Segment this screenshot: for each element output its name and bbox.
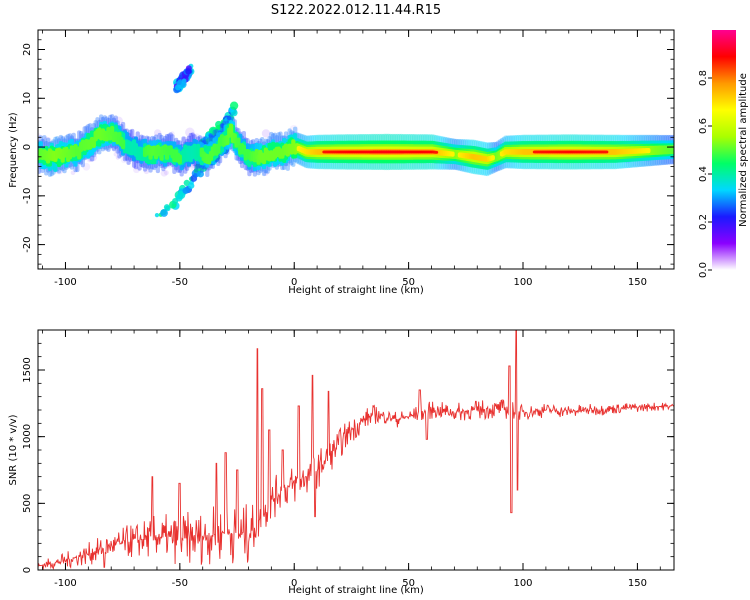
snr-plot-area bbox=[38, 330, 674, 570]
spectrogram-ridge-cell bbox=[433, 150, 439, 154]
colorbar-label: Normalized spectral amplitude bbox=[738, 73, 749, 227]
spectrogram-branch-blob bbox=[176, 80, 182, 86]
snr-y-label: SNR (10 * v/v) bbox=[8, 414, 19, 485]
spectrogram-halo-blob bbox=[153, 129, 162, 137]
spectrogram-x-tick-label: 0 bbox=[291, 277, 297, 288]
snr-y-tick-label: 1000 bbox=[22, 424, 33, 449]
spectrogram-heatmap bbox=[38, 63, 674, 218]
spectrogram-ridge-cell bbox=[177, 154, 182, 165]
spectrogram-ridge-cell bbox=[228, 123, 234, 134]
spectrogram-halo-blob bbox=[113, 152, 118, 157]
spectrogram-halo-blob bbox=[107, 144, 114, 150]
spectrogram-halo-blob bbox=[261, 129, 271, 138]
colorbar-tick-label: 0.4 bbox=[698, 166, 709, 182]
snr-y-tick-label: 500 bbox=[22, 494, 33, 513]
spectrogram-ridge-cell bbox=[120, 139, 126, 150]
snr-y-tick-label: 0 bbox=[22, 567, 33, 573]
spectrogram-halo-blob bbox=[185, 127, 195, 138]
colorbar-tick-label: 0.2 bbox=[698, 214, 709, 230]
snr-x-tick-label: 50 bbox=[402, 578, 415, 589]
spectrogram-y-tick-label: -20 bbox=[22, 236, 33, 252]
spectrogram-branch-blob bbox=[181, 78, 187, 84]
spectrogram-branch-blob bbox=[174, 84, 182, 91]
spectrogram-y-label: Frequency (Hz) bbox=[8, 112, 19, 188]
spectrogram-x-tick-label: 150 bbox=[628, 277, 647, 288]
spectrogram-branch-blob bbox=[160, 209, 168, 217]
spectrogram-x-tick-label: 50 bbox=[402, 277, 415, 288]
spectrogram-halo-blob bbox=[289, 124, 299, 134]
spectrogram-halo-blob bbox=[160, 169, 168, 177]
spectrogram-halo-blob bbox=[42, 136, 52, 147]
spectrogram-halo-blob bbox=[120, 156, 128, 164]
snr-series-line bbox=[38, 330, 674, 570]
snr-x-tick-label: 100 bbox=[513, 578, 532, 589]
spectrogram-halo-blob bbox=[163, 170, 169, 176]
spectrogram-branch-blob bbox=[182, 187, 190, 194]
spectrogram-y-tick-label: -10 bbox=[22, 188, 33, 204]
spectrogram-x-label: Height of straight line (km) bbox=[288, 285, 424, 296]
spectrogram-y-tick-label: 0 bbox=[22, 144, 33, 150]
colorbar-tick-label: 0.8 bbox=[698, 70, 709, 86]
snr-y-tick-label: 1500 bbox=[22, 357, 33, 382]
spectrogram-y-tick-label: 10 bbox=[22, 92, 33, 105]
spectrogram-branch-blob bbox=[163, 204, 170, 211]
spectrogram-y-tick-label: 20 bbox=[22, 43, 33, 56]
spectrogram-branch-blob bbox=[223, 118, 229, 124]
spectrogram-x-tick-label: 100 bbox=[513, 277, 532, 288]
snr-panel: -100 -50 0 50 100 150 0 500 1000 1500 Height of … bbox=[8, 329, 675, 596]
spectrogram-ridge-cell bbox=[490, 155, 495, 161]
spectrogram-halo-blob bbox=[70, 170, 76, 176]
spectrogram-branch-blob bbox=[208, 133, 213, 138]
snr-x-tick-label: 0 bbox=[291, 578, 297, 589]
spectrogram-halo-blob bbox=[133, 166, 140, 174]
spectrogram-branch-blob bbox=[226, 115, 232, 121]
colorbar-tick-label: 0.0 bbox=[698, 262, 709, 278]
spectrogram-y-ticks: -20 -10 0 10 20 bbox=[22, 29, 674, 265]
spectrogram-frame bbox=[37, 29, 675, 270]
spectrogram-branch-blob bbox=[193, 168, 199, 173]
spectrogram-halo-blob bbox=[111, 145, 119, 153]
spectrogram-branch-blob bbox=[175, 194, 183, 202]
snr-x-tick-label: -100 bbox=[54, 578, 77, 589]
spectrogram-halo-blob bbox=[86, 157, 92, 163]
spectrogram-halo-blob bbox=[181, 136, 189, 144]
spectrogram-ridge-cell bbox=[450, 151, 455, 157]
colorbar-tick-label: 0.6 bbox=[698, 118, 709, 134]
spectrogram-halo-blob bbox=[98, 116, 105, 123]
spectrogram-branch-blob bbox=[215, 125, 221, 131]
spectrogram-branch-blob bbox=[197, 170, 204, 178]
spectrogram-branch-blob bbox=[154, 213, 160, 218]
figure-title: S122.2022.012.11.44.R15 bbox=[271, 3, 441, 18]
spectrogram-branch-blob bbox=[185, 68, 192, 75]
snr-x-tick-label: 150 bbox=[628, 578, 647, 589]
colorbar-ticks: 0.0 0.2 0.4 0.6 0.8 bbox=[698, 70, 712, 278]
snr-y-ticks: 0 500 1000 1500 bbox=[22, 329, 674, 573]
snr-x-label: Height of straight line (km) bbox=[288, 585, 424, 596]
snr-x-tick-label: -50 bbox=[172, 578, 188, 589]
spectrogram-branch-blob bbox=[193, 173, 198, 178]
spectrogram-x-tick-label: -50 bbox=[172, 277, 188, 288]
spectrogram-halo-blob bbox=[38, 167, 43, 174]
colorbar-gradient bbox=[712, 30, 736, 270]
spectrogram-halo-blob bbox=[143, 168, 150, 175]
spectrogram-branch-blob bbox=[188, 182, 195, 189]
spectrogram-halo-blob bbox=[82, 162, 91, 171]
spectrogram-halo-blob bbox=[115, 155, 120, 160]
spectrogram-ridge-cell bbox=[604, 150, 609, 154]
spectrogram-halo-blob bbox=[53, 139, 59, 144]
spectrogram-halo-blob bbox=[170, 131, 175, 136]
snr-x-ticks: -100 -50 0 50 100 150 bbox=[42, 330, 661, 589]
colorbar: 0.0 0.2 0.4 0.6 0.8 Normalized spectral ampl… bbox=[698, 30, 749, 278]
spectrogram-x-ticks: -100 -50 0 50 100 150 bbox=[42, 30, 661, 288]
spectrogram-ridge-cell bbox=[646, 147, 651, 154]
spectrogram-halo-blob bbox=[262, 169, 269, 176]
spectrogram-x-tick-label: -100 bbox=[54, 277, 77, 288]
spectrogram-branch-blob bbox=[229, 101, 239, 110]
